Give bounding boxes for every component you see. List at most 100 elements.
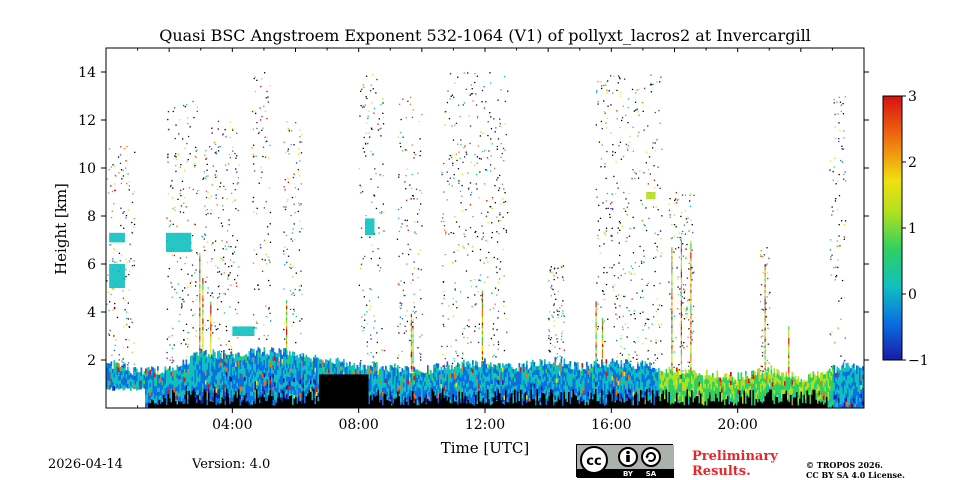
noise-pixel (300, 332, 302, 335)
noise-pixel (121, 360, 123, 362)
noise-pixel (482, 132, 484, 134)
pbl-pixel (301, 395, 303, 400)
pbl-pixel (272, 378, 275, 383)
noise-pixel (220, 273, 223, 275)
pbl-pixel (157, 366, 159, 371)
noise-pixel (626, 206, 628, 208)
pbl-pixel (395, 380, 398, 386)
pbl-pixel (340, 366, 342, 372)
noise-pixel (475, 93, 477, 95)
noise-pixel (215, 197, 217, 199)
noise-pixel (375, 172, 377, 175)
pbl-pixel (233, 362, 236, 367)
noise-pixel (222, 248, 224, 250)
pbl-pixel (157, 400, 159, 406)
pbl-pixel (188, 367, 191, 373)
noise-pixel (414, 312, 416, 314)
pbl-pixel (248, 402, 251, 408)
pbl-pixel (211, 397, 213, 403)
pbl-pixel (403, 395, 405, 401)
noise-pixel (210, 148, 213, 150)
pbl-pixel (151, 388, 153, 393)
noise-pixel (229, 352, 232, 354)
noise-pixel (372, 250, 374, 253)
pbl-pixel (214, 365, 216, 370)
pbl-pixel (404, 374, 407, 380)
noise-pixel (268, 187, 271, 189)
noise-pixel (469, 227, 472, 229)
pbl-pixel (197, 360, 200, 365)
noise-pixel (111, 190, 114, 193)
noise-pixel (288, 266, 291, 268)
pbl-pixel (376, 383, 378, 389)
pbl-pixel (314, 354, 317, 360)
pbl-pixel (134, 367, 137, 372)
pbl-pixel (212, 375, 215, 380)
pbl-pixel (203, 359, 206, 365)
streak-pixel (601, 337, 604, 341)
noise-pixel (123, 361, 125, 364)
noise-pixel (409, 184, 411, 186)
pbl-pixel (187, 373, 189, 378)
noise-pixel (456, 307, 458, 309)
streak-pixel (601, 329, 604, 333)
noise-pixel (232, 150, 234, 152)
noise-pixel (449, 98, 451, 100)
noise-pixel (124, 278, 126, 280)
pbl-pixel (304, 378, 306, 384)
noise-pixel (219, 186, 221, 188)
pbl-pixel (245, 371, 248, 376)
noise-pixel (128, 326, 131, 328)
pbl-pixel (308, 379, 311, 384)
noise-pixel (226, 198, 228, 200)
blocked-pixel (401, 404, 404, 408)
noise-pixel (761, 351, 764, 354)
noise-pixel (362, 147, 364, 149)
noise-pixel (224, 293, 226, 295)
noise-pixel (491, 292, 493, 295)
pbl-pixel (227, 354, 230, 360)
noise-pixel (284, 264, 286, 266)
noise-pixel (206, 261, 208, 263)
noise-pixel (261, 270, 264, 272)
streak-pixel (199, 327, 201, 331)
noise-pixel (606, 117, 608, 119)
pbl-pixel (413, 388, 416, 394)
pbl-pixel (329, 371, 332, 376)
pbl-pixel (242, 369, 245, 374)
noise-pixel (204, 205, 206, 207)
pbl-pixel (206, 391, 209, 396)
noise-pixel (501, 183, 504, 185)
pbl-pixel (217, 364, 219, 369)
noise-pixel (503, 228, 505, 230)
pbl-pixel (416, 373, 419, 379)
noise-pixel (224, 188, 227, 191)
noise-pixel (613, 284, 615, 286)
noise-pixel (641, 278, 643, 280)
blocked-pixel (349, 374, 351, 408)
pbl-pixel (217, 398, 219, 404)
pbl-pixel (223, 384, 225, 390)
noise-pixel (299, 175, 301, 177)
noise-pixel (293, 223, 295, 225)
pbl-pixel (406, 396, 408, 401)
pbl-pixel (332, 367, 335, 373)
noise-pixel (228, 224, 230, 226)
chart-title: Quasi BSC Angstroem Exponent 532-1064 (V… (159, 26, 811, 45)
pbl-pixel (208, 375, 210, 381)
noise-pixel (183, 300, 185, 303)
pbl-pixel (263, 355, 266, 361)
noise-pixel (644, 324, 646, 327)
noise-pixel (285, 206, 287, 208)
noise-pixel (554, 346, 556, 348)
pbl-pixel (199, 369, 201, 375)
noise-pixel (287, 127, 289, 130)
noise-pixel (617, 277, 619, 279)
noise-pixel (301, 227, 303, 230)
pbl-pixel (232, 358, 234, 363)
noise-pixel (180, 307, 183, 309)
noise-pixel (369, 236, 371, 238)
streak-pixel (764, 341, 766, 345)
streak-pixel (680, 237, 682, 241)
blocked-pixel (217, 402, 219, 408)
